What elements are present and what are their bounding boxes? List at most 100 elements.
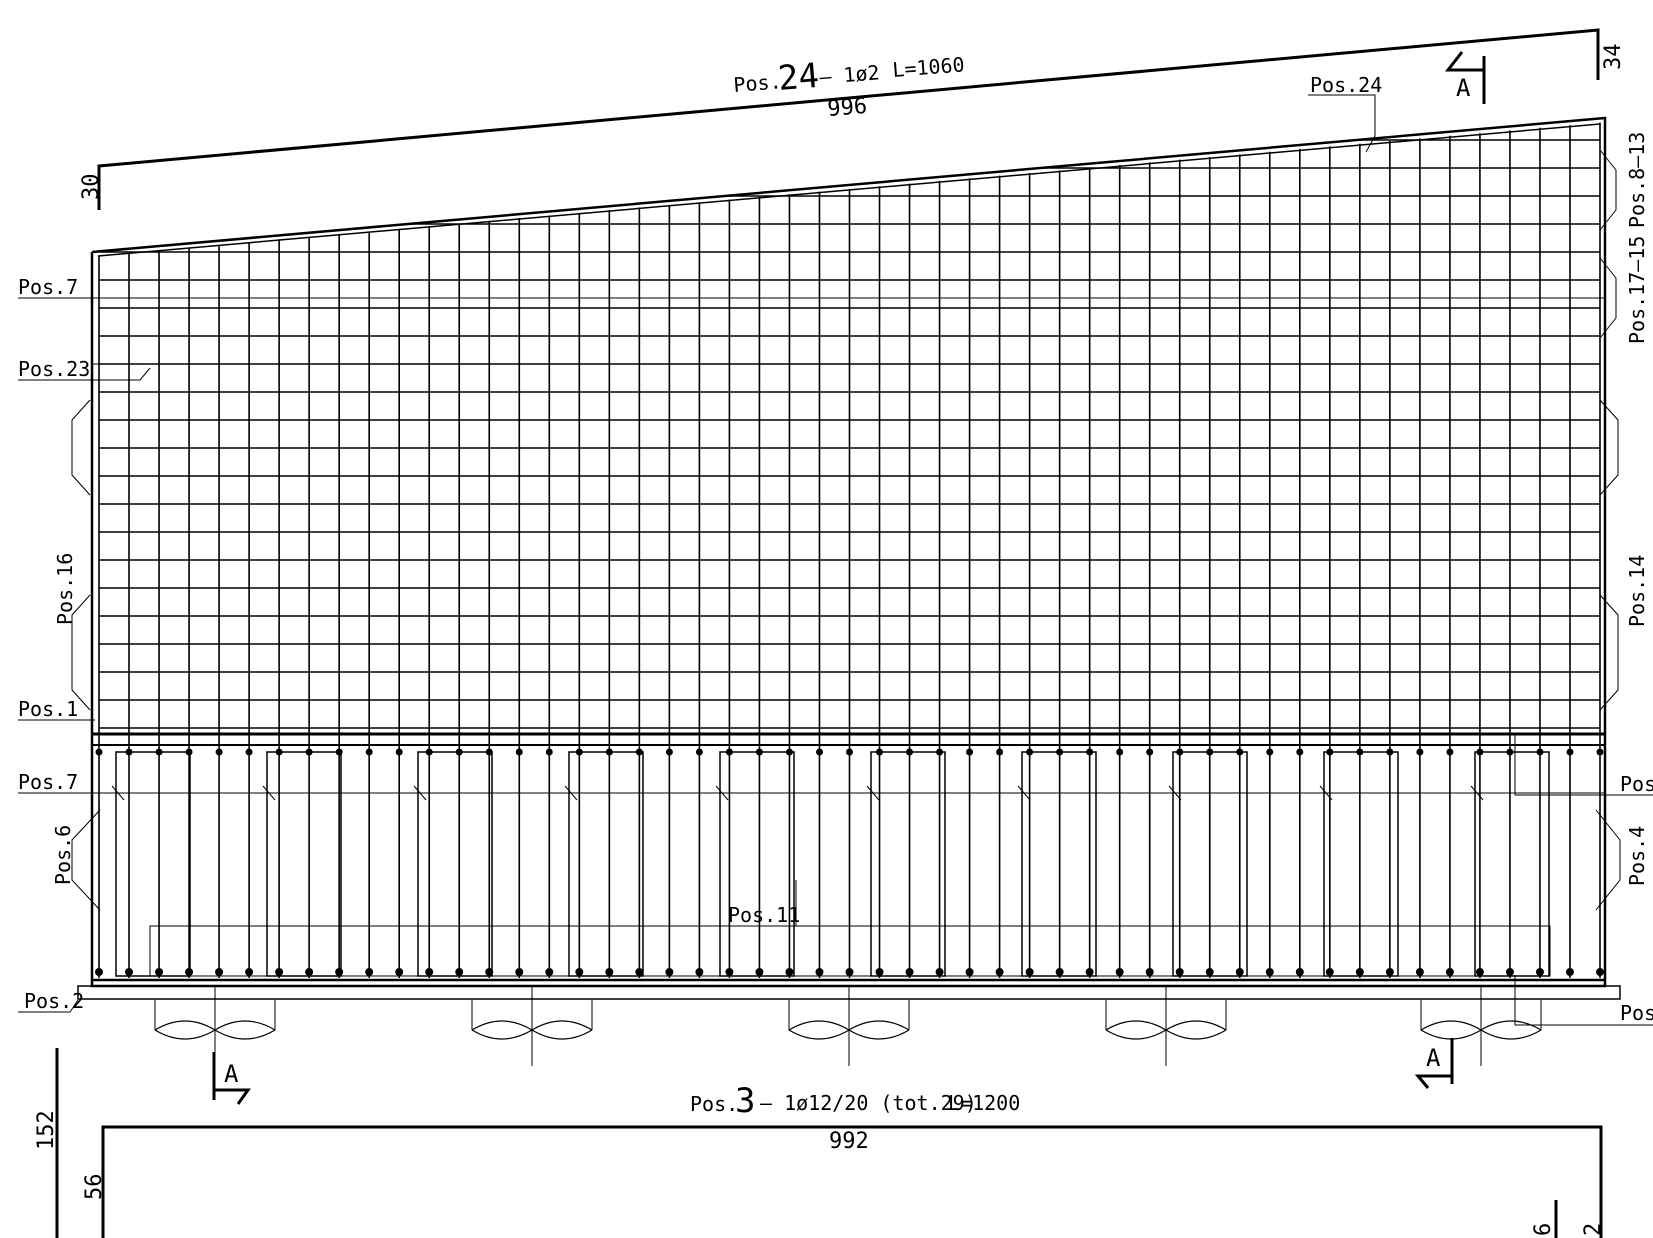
pos11-rect bbox=[149, 925, 1551, 977]
label-pos6: Pos.6 bbox=[51, 825, 75, 885]
section-marker-bottom-left bbox=[212, 1052, 251, 1105]
bar-dot-top bbox=[515, 748, 523, 756]
bar-dot-top bbox=[1266, 748, 1274, 756]
bar-dot-bottom bbox=[1535, 968, 1544, 976]
bar-dot-bottom bbox=[365, 968, 374, 976]
label-pos8-13: Pos.8–13 bbox=[1625, 132, 1649, 228]
bar-dot-top bbox=[245, 748, 253, 756]
label-pos17-15: Pos.17–15 bbox=[1625, 236, 1649, 344]
pos3-left-leg: 56 bbox=[82, 1174, 107, 1201]
bar-dot-bottom bbox=[1565, 968, 1574, 976]
pos24-right-leg: 34 bbox=[1601, 44, 1626, 71]
bar-dot-bottom bbox=[1475, 968, 1484, 976]
bar-dot-bottom bbox=[545, 968, 554, 976]
pile-heads bbox=[154, 986, 1542, 1066]
bar-dot-bottom bbox=[215, 968, 224, 976]
bar-dot-bottom bbox=[1295, 968, 1304, 976]
leader-lines bbox=[18, 94, 1653, 1026]
pos3-spec: – 1ø12/20 (tot.29) bbox=[760, 1091, 977, 1115]
label-pos1: Pos.1 bbox=[18, 697, 78, 721]
upper-mesh-grid bbox=[92, 122, 1605, 982]
bar-dot-top bbox=[815, 748, 823, 756]
bar-dot-bottom bbox=[1055, 968, 1064, 976]
pos24-main-dim: 996 bbox=[827, 94, 869, 122]
pos3-right-leg-a: 6 bbox=[1531, 1223, 1556, 1236]
pos3-left-outer: 152 bbox=[34, 1110, 59, 1150]
label-pos16: Pos.16 bbox=[53, 553, 77, 625]
label-pos23: Pos.23 bbox=[18, 357, 90, 381]
bar-dot-top bbox=[365, 748, 373, 756]
bar-dot-bottom bbox=[875, 968, 884, 976]
bar-dot-top bbox=[665, 748, 673, 756]
bar-dot-bottom bbox=[305, 968, 314, 976]
pos3-right-leg-b: 2 bbox=[1581, 1223, 1606, 1236]
bar-dot-bottom bbox=[425, 968, 434, 976]
bar-dot-bottom bbox=[1355, 968, 1364, 976]
stirrup-rect bbox=[115, 751, 191, 977]
section-label-bottom-right: A bbox=[1426, 1044, 1441, 1072]
pos24-spec: – 1ø2 bbox=[819, 60, 881, 89]
bar-dot-bottom bbox=[995, 968, 1004, 976]
bar-dot-bottom bbox=[815, 968, 824, 976]
label-pos-right-bottom: Pos. bbox=[1620, 1001, 1653, 1025]
pos24-left-leg: 30 bbox=[79, 174, 104, 201]
pos24-bar-shape bbox=[97, 28, 1600, 210]
bar-dot-bottom bbox=[245, 968, 254, 976]
stirrup-rect bbox=[1474, 751, 1550, 977]
label-pos4: Pos.4 bbox=[1625, 826, 1649, 886]
bar-dot-bottom bbox=[455, 968, 464, 976]
label-pos11: Pos.11 bbox=[728, 903, 800, 927]
bar-dot-top bbox=[1146, 748, 1154, 756]
pos24-prefix: Pos. bbox=[733, 69, 783, 97]
label-pos-right-mid: Pos. bbox=[1620, 772, 1653, 796]
pile-break-line bbox=[154, 1020, 276, 1040]
bar-dot-bottom bbox=[1445, 968, 1454, 976]
bar-dot-bottom bbox=[1085, 968, 1094, 976]
bar-dot-bottom bbox=[755, 968, 764, 976]
bar-dot-bottom bbox=[1025, 968, 1034, 976]
bar-dot-bottom bbox=[275, 968, 284, 976]
pos3-bar-shape bbox=[55, 1048, 1603, 1238]
bar-dot-bottom bbox=[1115, 968, 1124, 976]
bar-dot-top bbox=[1446, 748, 1454, 756]
bar-dot-top bbox=[1296, 748, 1304, 756]
section-marker-bottom-right bbox=[1414, 1038, 1454, 1089]
bar-dot-bottom bbox=[1596, 968, 1604, 976]
pos3-number: 3 bbox=[735, 1081, 755, 1121]
bar-dot-bottom bbox=[635, 968, 644, 976]
bar-dot-bottom bbox=[395, 968, 404, 976]
bar-dot-top bbox=[1596, 748, 1604, 756]
label-pos2: Pos.2 bbox=[24, 989, 84, 1013]
pile-break-line bbox=[1420, 1020, 1542, 1040]
bar-dot-bottom bbox=[905, 968, 914, 976]
bar-dot-bottom bbox=[1205, 968, 1214, 976]
lower-stirrup-zone bbox=[95, 745, 1604, 978]
pos24-length: L=1060 bbox=[892, 52, 966, 82]
bar-dot-bottom bbox=[665, 968, 674, 976]
bar-dot-bottom bbox=[965, 968, 974, 976]
bar-dot-top bbox=[395, 748, 403, 756]
bar-dot-top bbox=[1416, 748, 1424, 756]
bar-dot-top bbox=[996, 748, 1004, 756]
bar-dot-bottom bbox=[785, 968, 794, 976]
bar-dot-bottom bbox=[845, 968, 854, 976]
bar-dot-bottom bbox=[1325, 968, 1334, 976]
section-label-bottom-left: A bbox=[224, 1060, 239, 1088]
bar-dot-bottom bbox=[1415, 968, 1424, 976]
bar-dot-top bbox=[545, 748, 553, 756]
label-pos7-bottom: Pos.7 bbox=[18, 770, 78, 794]
bar-dot-top bbox=[1116, 748, 1124, 756]
pos3-main-dim: 992 bbox=[829, 1129, 869, 1154]
pile-break-line bbox=[788, 1020, 910, 1040]
bar-dot-bottom bbox=[725, 968, 734, 976]
pos3-length: L=1200 bbox=[948, 1091, 1020, 1115]
bar-dot-bottom bbox=[155, 968, 164, 976]
bar-dot-top bbox=[966, 748, 974, 756]
pos24-number: 24 bbox=[777, 56, 821, 99]
bar-dot-bottom bbox=[1145, 968, 1154, 976]
label-pos7-top: Pos.7 bbox=[18, 275, 78, 299]
stirrup-rect bbox=[1323, 751, 1399, 977]
bar-dot-top bbox=[846, 748, 853, 756]
stirrup-rect bbox=[266, 751, 342, 977]
bar-dot-top bbox=[95, 748, 103, 756]
